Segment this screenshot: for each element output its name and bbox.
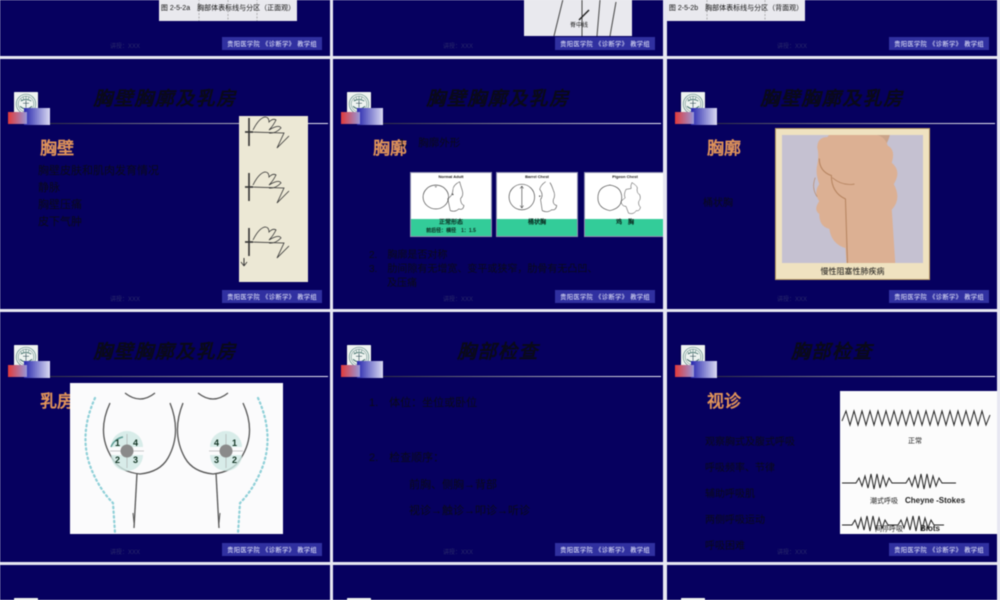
svg-text:潮式呼吸: 潮式呼吸 — [870, 496, 898, 505]
svg-text:3: 3 — [133, 455, 138, 465]
svg-text:2: 2 — [115, 455, 120, 465]
svg-text:2: 2 — [232, 455, 237, 465]
svg-text:间停呼吸: 间停呼吸 — [875, 524, 903, 533]
svg-text:4: 4 — [133, 438, 138, 448]
svg-text:3: 3 — [214, 455, 219, 465]
svg-text:1: 1 — [115, 438, 120, 448]
svg-text:Biots: Biots — [920, 524, 941, 533]
svg-text:4: 4 — [214, 438, 219, 448]
svg-text:Cheyne -Stokes: Cheyne -Stokes — [905, 496, 966, 505]
svg-text:1: 1 — [232, 438, 237, 448]
svg-text:脊中线: 脊中线 — [570, 21, 588, 29]
svg-text:正常: 正常 — [908, 436, 922, 445]
